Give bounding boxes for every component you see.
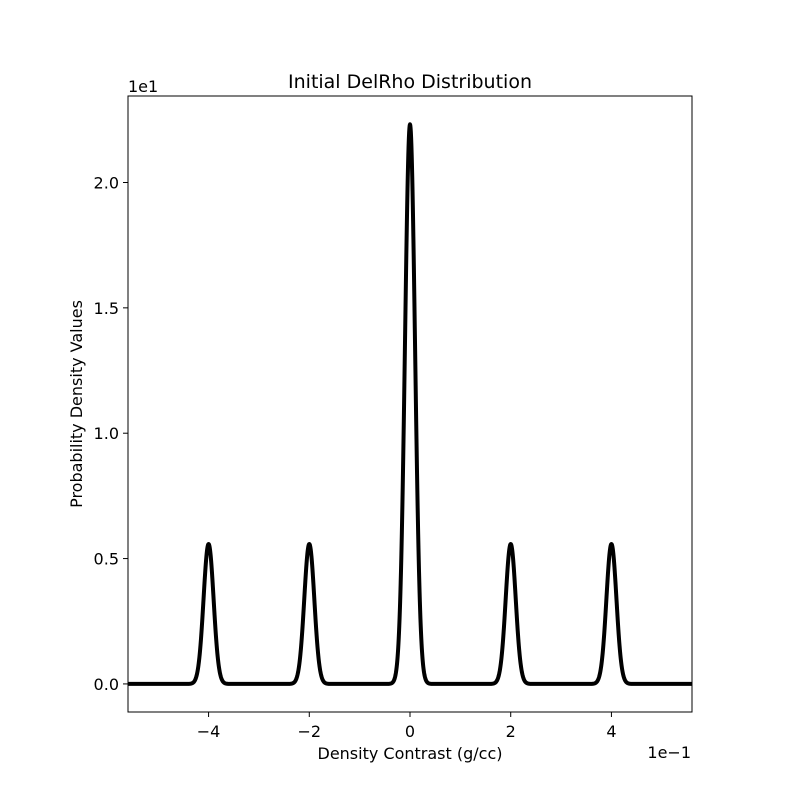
y-axis-ticks: 0.0 0.5 1.0 1.5 2.0 bbox=[94, 173, 128, 694]
plot-area bbox=[126, 122, 694, 686]
x-axis-ticks: −4 −2 0 2 4 bbox=[197, 712, 617, 741]
x-tick-label: 2 bbox=[506, 722, 516, 741]
series-line-0 bbox=[126, 122, 694, 686]
plot-frame bbox=[127, 95, 693, 713]
x-tick-label: 4 bbox=[606, 722, 616, 741]
y-tick-label: 2.0 bbox=[94, 173, 119, 192]
y-axis-label: Probability Density Values bbox=[67, 300, 86, 508]
y-tick-label: 1.5 bbox=[94, 299, 119, 318]
y-tick-label: 0.5 bbox=[94, 550, 119, 569]
x-tick-label: −4 bbox=[197, 722, 221, 741]
y-tick-label: 0.0 bbox=[94, 675, 119, 694]
x-tick-label: 0 bbox=[405, 722, 415, 741]
y-tick-label: 1.0 bbox=[94, 424, 119, 443]
x-offset-text: 1e−1 bbox=[647, 743, 691, 762]
y-offset-text: 1e1 bbox=[128, 77, 158, 96]
x-axis-label: Density Contrast (g/cc) bbox=[318, 744, 503, 763]
chart-title: Initial DelRho Distribution bbox=[288, 71, 532, 93]
x-tick-label: −2 bbox=[297, 722, 321, 741]
